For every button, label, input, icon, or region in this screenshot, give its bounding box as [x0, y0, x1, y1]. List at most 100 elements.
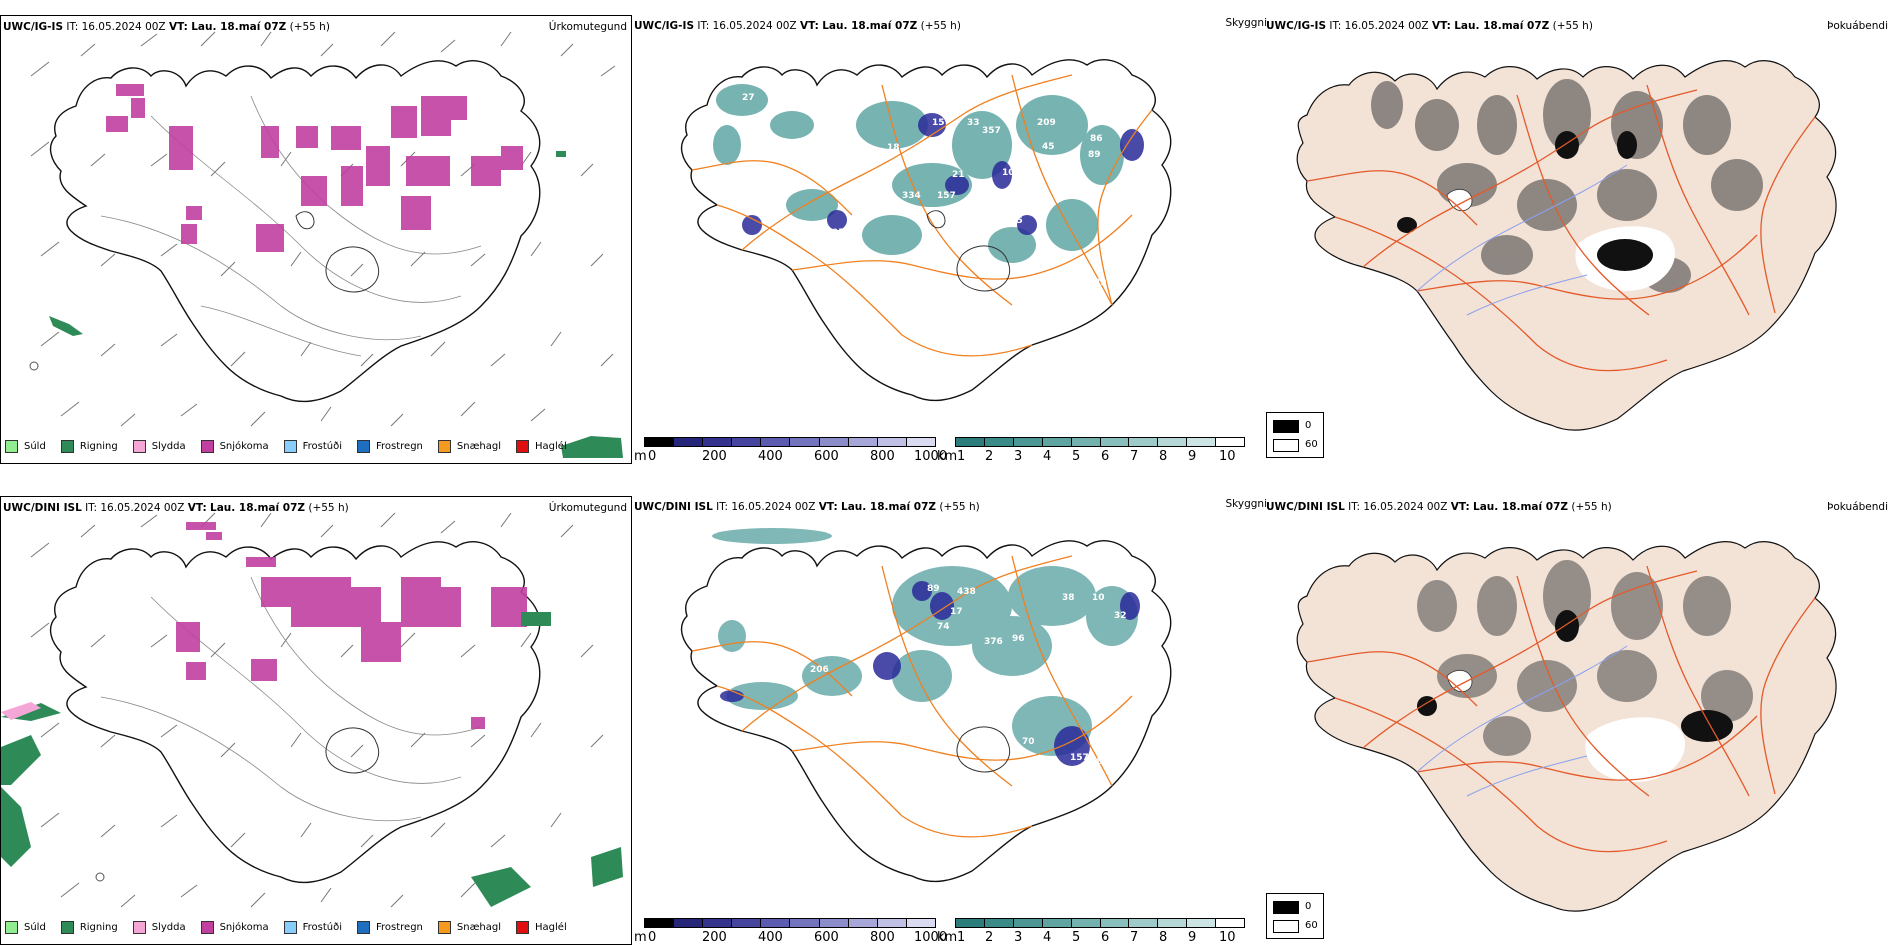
vis-label: 13: [872, 263, 885, 273]
scale-tick: 2: [985, 930, 994, 945]
scale-tick: 3: [1014, 930, 1023, 945]
scale-bar-m: [644, 918, 936, 928]
scale-bar-km: [955, 918, 1245, 928]
vis-label: 76: [1086, 290, 1099, 300]
field-title-fog-index: Þokuábendi: [1827, 20, 1888, 32]
scale-tick: 4: [1043, 449, 1052, 464]
precip-type-panel-top: UWC/IG-IS IT: 16.05.2024 00Z VT: Lau. 18…: [0, 15, 632, 464]
vis-label: 15: [932, 118, 945, 128]
legend-swatch: [516, 920, 530, 934]
scale-tick: 6: [1101, 930, 1110, 945]
fog-legend-top: 0 60: [1266, 412, 1324, 458]
fog-legend-label: 0: [1305, 901, 1312, 912]
legend-swatch: [60, 920, 74, 934]
vis-label: 18: [1042, 276, 1055, 286]
scale-tick: 7: [1130, 930, 1139, 945]
vis-label: 17: [950, 607, 963, 617]
scale-tick: 2: [985, 449, 994, 464]
visibility-scale-km: km 1 2 3 4 5 6 7 8 9 10: [937, 918, 1247, 945]
vis-label: 123: [1124, 641, 1143, 651]
vis-label: 96: [1012, 634, 1025, 644]
scale-tick: 1000: [914, 930, 948, 945]
scale-tick: 3: [1014, 449, 1023, 464]
fog-legend-bottom: 0 60: [1266, 893, 1324, 939]
vis-label: 16: [896, 717, 909, 727]
field-title-precip-type: Úrkomutegund: [548, 502, 627, 514]
legend-item: Frostúði: [283, 920, 342, 934]
panel-header: UWC/DINI ISL IT: 16.05.2024 00Z VT: Lau.…: [3, 502, 349, 514]
vis-label: 158: [1084, 757, 1103, 767]
vis-label: 10: [1092, 593, 1105, 603]
scale-tick: 400: [758, 449, 783, 464]
vis-label: 21: [952, 170, 965, 180]
scale-bar-m: [644, 437, 936, 447]
visibility-scale-m: m 0 200 400 600 800 1000: [634, 918, 947, 945]
legend-item: Frostregn: [357, 920, 423, 934]
fog-legend-label: 60: [1305, 920, 1318, 931]
legend-item: Súld: [5, 920, 46, 934]
precip-type-legend: Súld Rigning Slydda Snjókoma Frostúði Fr…: [5, 918, 582, 936]
scale-tick: 8: [1159, 449, 1168, 464]
scale-tick: 8: [1159, 930, 1168, 945]
scale-tick: 400: [758, 930, 783, 945]
iceland-fog-map: [1296, 541, 1837, 912]
legend-swatch: [60, 439, 74, 453]
legend-swatch: [357, 920, 370, 934]
scale-tick: 9: [1188, 930, 1197, 945]
scale-tick: 1: [957, 449, 966, 464]
legend-item: Haglél: [516, 920, 567, 934]
legend-swatch: [283, 920, 297, 934]
scale-tick: 1: [957, 930, 966, 945]
legend-swatch: [200, 920, 214, 934]
legend-item: Snjókoma: [200, 439, 269, 453]
field-title-visibility: Skyggni: [1225, 17, 1268, 29]
vis-label: 19: [792, 180, 805, 190]
iceland-fog-map: [1296, 60, 1837, 431]
scale-tick: 0: [648, 930, 657, 945]
legend-swatch: [5, 439, 18, 453]
scale-tick: 5: [1072, 930, 1081, 945]
legend-swatch: [132, 439, 146, 453]
fog-legend-swatch: [1273, 920, 1299, 933]
vis-label: 157: [1070, 753, 1089, 763]
vis-label: 145: [1004, 216, 1023, 226]
vis-label: 74: [937, 622, 950, 632]
scale-unit: km: [937, 449, 958, 464]
fog-index-panel-top: UWC/IG-IS IT: 16.05.2024 00Z VT: Lau. 18…: [1267, 15, 1900, 464]
field-title-precip-type: Úrkomutegund: [548, 21, 627, 33]
panel-header: UWC/DINI ISL IT: 16.05.2024 00Z VT: Lau.…: [1267, 501, 1612, 513]
legend-item: Frostúði: [283, 439, 342, 453]
legend-swatch: [5, 920, 18, 934]
vis-label: 157: [937, 191, 956, 201]
vis-label: 89: [927, 584, 940, 594]
vis-label: 10: [1002, 168, 1015, 178]
scale-tick: 200: [702, 449, 727, 464]
scale-unit: m: [634, 449, 647, 464]
vis-label: 33: [967, 118, 980, 128]
scale-tick: 10: [1219, 930, 1236, 945]
iceland-precip-map: [29, 31, 623, 458]
vis-label: 32: [1114, 611, 1127, 621]
vis-label: 209: [1037, 118, 1056, 128]
vis-label: 334: [902, 191, 921, 201]
visibility-scale-km: km 1 2 3 4 5 6 7 8 9 10: [937, 437, 1247, 464]
legend-item: Slydda: [132, 920, 186, 934]
panel-header: UWC/IG-IS IT: 16.05.2024 00Z VT: Lau. 18…: [634, 20, 961, 32]
field-title-fog-index: Þokuábendi: [1827, 501, 1888, 513]
vis-label: 376: [984, 637, 1003, 647]
scale-tick: 800: [870, 449, 895, 464]
precip-type-legend: Súld Rigning Slydda Snjókoma Frostúði Fr…: [5, 437, 582, 455]
scale-tick: 6: [1101, 449, 1110, 464]
fog-legend-swatch: [1273, 420, 1299, 433]
legend-item: Snæhagl: [437, 439, 501, 453]
scale-unit: km: [937, 930, 958, 945]
legend-swatch: [516, 439, 530, 453]
legend-swatch: [132, 920, 146, 934]
vis-label: 45: [1042, 142, 1055, 152]
visibility-scale-m: m 0 200 400 600 800 1000: [634, 437, 947, 464]
panel-header: UWC/DINI ISL IT: 16.05.2024 00Z VT: Lau.…: [634, 501, 980, 513]
legend-item: Súld: [5, 439, 46, 453]
vis-label: 206: [810, 665, 829, 675]
vis-label: 70: [1022, 737, 1035, 747]
fog-legend-label: 60: [1305, 439, 1318, 450]
